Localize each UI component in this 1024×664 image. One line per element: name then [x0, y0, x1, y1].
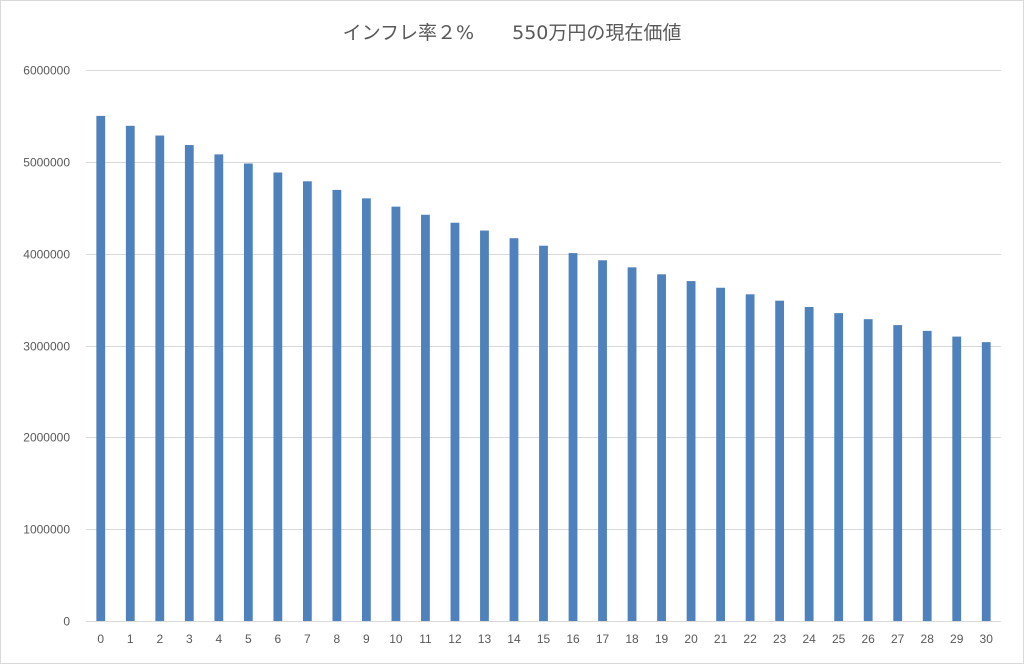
x-tick-label: 15 — [537, 632, 551, 646]
x-tick-label: 13 — [478, 632, 492, 646]
x-tick-label: 30 — [980, 632, 994, 646]
bar — [155, 135, 165, 621]
x-tick-label: 6 — [275, 632, 282, 646]
bar — [804, 306, 814, 621]
bar — [627, 267, 637, 621]
x-tick-label: 12 — [448, 632, 462, 646]
x-tick-label: 24 — [802, 632, 816, 646]
y-tick-label: 3000000 — [23, 340, 70, 354]
bar — [332, 189, 342, 622]
x-tick-label: 16 — [566, 632, 580, 646]
bar — [450, 222, 460, 621]
y-tick-label: 4000000 — [23, 248, 70, 262]
bar — [539, 245, 548, 621]
bar — [981, 342, 991, 621]
x-tick-label: 4 — [215, 632, 222, 646]
x-tick-label: 3 — [186, 632, 193, 646]
bar — [362, 198, 371, 621]
y-tick-label: 2000000 — [23, 431, 70, 445]
bar — [391, 206, 401, 621]
bar — [775, 300, 785, 621]
bar — [509, 238, 519, 621]
x-tick-label: 28 — [921, 632, 935, 646]
bar — [273, 172, 283, 622]
x-tick-label: 8 — [334, 632, 341, 646]
bar — [686, 281, 696, 621]
bar — [214, 154, 224, 622]
bar — [96, 115, 106, 622]
y-tick-label: 1000000 — [23, 523, 70, 537]
bar — [568, 253, 578, 621]
bars — [96, 115, 991, 622]
x-axis-ticks: 0 1 2 3 4 5 6 7 8 9 10 11 12 13 14 15 16 17 18 19 20 21 22 23 24… — [97, 632, 993, 646]
x-tick-label: 17 — [596, 632, 610, 646]
y-tick-label: 5000000 — [23, 156, 70, 170]
bar — [834, 313, 844, 621]
x-tick-label: 10 — [389, 632, 403, 646]
x-tick-label: 1 — [127, 632, 134, 646]
x-tick-label: 2 — [156, 632, 163, 646]
bar — [243, 163, 253, 622]
x-tick-label: 5 — [245, 632, 252, 646]
x-tick-label: 21 — [714, 632, 728, 646]
y-axis-ticks: 0 1000000 2000000 3000000 4000000 5000000 6000… — [23, 64, 70, 629]
bar — [184, 145, 194, 621]
bar — [863, 319, 873, 621]
bar — [125, 125, 135, 621]
x-tick-label: 14 — [507, 632, 521, 646]
bar — [421, 214, 430, 621]
x-tick-label: 25 — [832, 632, 846, 646]
x-tick-label: 9 — [363, 632, 370, 646]
bar — [952, 336, 962, 621]
x-tick-label: 20 — [684, 632, 698, 646]
x-tick-label: 0 — [97, 632, 104, 646]
x-tick-label: 22 — [743, 632, 757, 646]
x-tick-label: 11 — [419, 632, 432, 646]
bar — [657, 274, 666, 621]
bar — [922, 330, 932, 621]
bar — [480, 230, 489, 621]
x-tick-label: 26 — [861, 632, 875, 646]
chart-title: インフレ率２% 550万円の現在価値 — [342, 22, 682, 44]
x-tick-label: 23 — [773, 632, 787, 646]
x-tick-label: 18 — [625, 632, 639, 646]
x-tick-label: 29 — [950, 632, 964, 646]
bar — [598, 260, 607, 621]
x-tick-label: 7 — [304, 632, 311, 646]
x-tick-label: 27 — [891, 632, 905, 646]
bar — [302, 181, 312, 621]
y-tick-label: 0 — [63, 615, 70, 629]
x-tick-label: 19 — [655, 632, 669, 646]
bar — [745, 294, 755, 621]
bar — [716, 287, 725, 621]
y-tick-label: 6000000 — [23, 64, 70, 78]
bar — [893, 325, 903, 621]
